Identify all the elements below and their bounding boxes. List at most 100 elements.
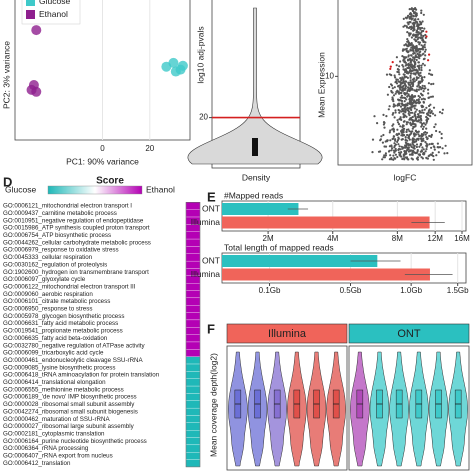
gene-point [410,130,413,133]
gene-point [394,153,397,156]
gene-point [418,145,421,148]
gene-point [418,119,421,122]
gene-point [413,141,416,144]
gene-point [392,135,396,138]
gene-point [414,54,417,57]
gene-point [413,135,416,138]
gene-point [416,52,419,56]
gene-point [403,44,406,47]
gene-point [399,116,402,119]
gene-point [381,158,384,161]
gene-point [402,104,405,107]
gene-point [391,147,394,150]
gene-point [407,72,410,75]
gene-point [392,103,395,106]
gene-point [435,129,438,133]
gene-point [426,157,429,160]
gene-point [414,129,417,132]
gene-point [410,54,413,57]
gene-point [415,131,419,134]
gene-point [429,103,432,106]
gene-point [379,138,382,141]
gene-point [418,55,421,58]
gene-point [404,16,407,19]
gene-point [400,151,403,154]
gene-point [406,148,409,151]
gene-point [398,109,401,112]
group-strip [185,319,201,328]
group-strip [185,202,201,210]
gene-point [408,17,411,20]
gene-point [396,140,399,143]
gene-point [416,149,419,152]
gene-point [432,82,435,85]
gene-point [418,111,422,114]
gene-point [425,106,428,109]
y-axis-label: Mean Expression [316,52,326,118]
gene-point [383,154,386,157]
gene-point [391,96,394,99]
gene-point [427,59,430,62]
gene-point [418,154,421,157]
gene-point [416,38,419,41]
go-term: GO:0015986_ATP synthesis coupled proton … [3,225,150,232]
gene-point [411,98,414,101]
gene-point [408,138,411,141]
gene-point [409,72,412,75]
gene-point [392,94,396,97]
gene-point [424,133,427,136]
gene-point [413,11,416,14]
gene-point [408,15,412,18]
group-strip [185,378,201,387]
gene-point [399,77,402,80]
gene-point [403,80,406,83]
gene-point [379,150,382,153]
point [31,25,42,36]
gene-point [415,39,418,43]
gene-point [420,26,424,30]
gene-point [405,130,408,133]
gene-point [401,108,404,111]
go-term: GO:0010951_negative regulation of endope… [3,217,144,224]
score-colorbar [47,185,143,195]
gene-point [390,74,393,77]
x-tick-label: 12M [427,234,443,243]
group-strip [185,327,201,335]
gene-point [401,49,404,52]
group-strip [185,238,201,247]
gene-point [402,120,405,123]
gene-point [409,57,412,61]
gene-point [415,140,418,143]
gene-point [423,76,426,79]
gene-point [423,50,427,53]
group-strip [185,253,201,262]
gene-point [409,118,412,121]
gene-point [439,146,442,149]
gene-point [418,102,421,105]
gene-point [412,125,415,128]
gene-point [412,72,415,75]
category-label: ONT [202,255,220,265]
gene-point [417,36,420,39]
gene-point [388,105,391,108]
gene-point [430,111,433,114]
gene-point [409,49,412,52]
gene-point [410,36,413,39]
gene-point [417,133,420,136]
gene-point [397,90,400,93]
gene-point [394,138,397,141]
gene-point [411,111,414,114]
gene-point [395,82,399,85]
gene-point [408,95,411,98]
gene-point [417,72,420,75]
gene-point [404,92,407,96]
go-term: GO:0032780_negative regulation of ATPase… [3,342,146,349]
gene-point [400,110,403,113]
gene-point [410,42,413,45]
gene-point [411,120,415,123]
gene-point [417,48,420,51]
gene-point [392,158,395,161]
go-term: GO:0006412_translation [3,460,71,467]
group-strip [185,334,201,343]
group-strip [185,246,201,254]
